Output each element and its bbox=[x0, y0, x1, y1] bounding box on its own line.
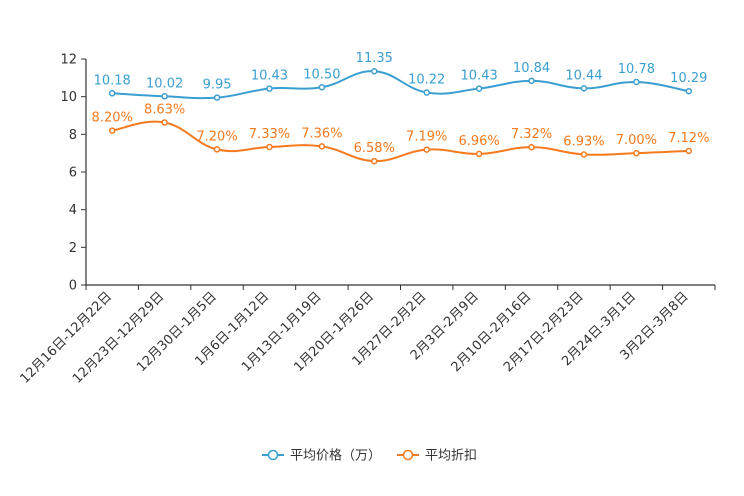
x-tick-label: 12月23日-12月29日 bbox=[70, 289, 167, 386]
data-point[interactable] bbox=[371, 67, 378, 75]
data-label: 9.95 bbox=[203, 78, 232, 93]
data-label: 7.19% bbox=[406, 130, 447, 145]
data-point[interactable] bbox=[266, 85, 273, 92]
data-label: 8.20% bbox=[92, 111, 133, 126]
legend-item-0[interactable]: 平均价格（万） bbox=[262, 448, 381, 464]
data-label: 7.00% bbox=[616, 133, 657, 148]
y-tick-label: 0 bbox=[69, 279, 77, 294]
data-label: 7.20% bbox=[196, 129, 237, 144]
y-tick-label: 4 bbox=[69, 203, 77, 218]
series-layer: 10.18 10.02 9.95 10.43 10.50 11.35 10.22 10.43 1… bbox=[92, 51, 709, 165]
legend: 平均价格（万） 平均折扣 bbox=[262, 448, 477, 464]
y-tick-label: 2 bbox=[69, 241, 77, 256]
data-point[interactable] bbox=[633, 78, 640, 86]
legend-item-1[interactable]: 平均折扣 bbox=[397, 449, 477, 464]
data-label: 10.43 bbox=[251, 69, 288, 84]
data-label: 7.12% bbox=[668, 131, 709, 146]
data-point[interactable] bbox=[318, 84, 326, 91]
data-label: 10.02 bbox=[146, 76, 183, 91]
data-point[interactable] bbox=[580, 151, 588, 158]
y-tick-label: 10 bbox=[60, 90, 77, 105]
axes: 02468101212月16日-12月22日12月23日-12月29日12月30… bbox=[18, 53, 716, 387]
data-point[interactable] bbox=[161, 119, 168, 126]
data-label: 8.63% bbox=[144, 102, 185, 117]
data-label: 10.29 bbox=[670, 71, 707, 86]
data-point[interactable] bbox=[580, 85, 588, 92]
data-label: 10.50 bbox=[303, 67, 340, 82]
data-point[interactable] bbox=[108, 127, 116, 134]
data-point[interactable] bbox=[318, 143, 326, 150]
data-point[interactable] bbox=[161, 93, 168, 100]
data-point[interactable] bbox=[213, 94, 221, 101]
data-label: 6.58% bbox=[354, 141, 395, 156]
data-point[interactable] bbox=[475, 85, 483, 92]
series-line bbox=[112, 120, 689, 163]
data-label: 7.36% bbox=[301, 126, 342, 141]
y-tick-label: 12 bbox=[60, 53, 77, 68]
data-label: 6.96% bbox=[458, 134, 499, 149]
y-tick-label: 8 bbox=[69, 128, 77, 143]
data-point[interactable] bbox=[633, 149, 640, 157]
data-point[interactable] bbox=[108, 90, 116, 97]
legend-label: 平均价格（万） bbox=[290, 448, 381, 464]
data-label: 10.18 bbox=[94, 73, 131, 88]
data-label: 10.78 bbox=[618, 62, 655, 77]
series-0: 10.18 10.02 9.95 10.43 10.50 11.35 10.22 10.43 1… bbox=[94, 51, 707, 101]
data-point[interactable] bbox=[528, 143, 535, 151]
legend-marker-icon bbox=[402, 449, 414, 461]
legend-label: 平均折扣 bbox=[425, 449, 477, 464]
data-point[interactable] bbox=[528, 77, 535, 85]
data-point[interactable] bbox=[423, 146, 430, 153]
series-line bbox=[112, 70, 689, 100]
data-label: 10.43 bbox=[461, 69, 498, 84]
data-point[interactable] bbox=[475, 150, 483, 158]
data-point[interactable] bbox=[266, 143, 273, 151]
data-point[interactable] bbox=[423, 89, 430, 96]
x-tick-label: 12月16日-12月22日 bbox=[18, 289, 115, 386]
data-point[interactable] bbox=[685, 147, 693, 155]
data-label: 7.33% bbox=[249, 127, 290, 142]
data-point[interactable] bbox=[213, 146, 221, 153]
data-label: 10.22 bbox=[408, 73, 445, 88]
data-label: 11.35 bbox=[356, 51, 393, 66]
legend-marker-icon bbox=[267, 449, 279, 461]
data-point[interactable] bbox=[371, 157, 378, 165]
data-label: 10.44 bbox=[565, 68, 602, 83]
series-1: 8.20% 8.63% 7.20% 7.33% 7.36% 6.58% 7.19% 6.96%… bbox=[92, 102, 709, 165]
data-label: 7.32% bbox=[511, 127, 552, 142]
data-label: 6.93% bbox=[563, 134, 604, 149]
data-label: 10.84 bbox=[513, 61, 550, 76]
y-tick-label: 6 bbox=[69, 166, 77, 181]
data-point[interactable] bbox=[685, 87, 693, 95]
